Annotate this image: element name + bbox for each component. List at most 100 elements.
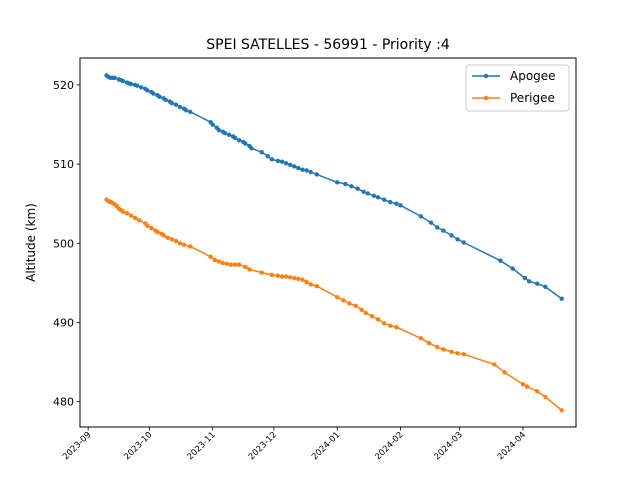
apogee-point <box>365 191 370 196</box>
apogee-point <box>265 153 270 159</box>
series-perigee <box>104 197 564 413</box>
perigee-point <box>243 264 248 270</box>
apogee-point <box>300 167 305 172</box>
apogee-point <box>279 159 285 164</box>
apogee-point <box>526 279 532 284</box>
y-axis: 480 490 500 510 520 <box>53 79 80 409</box>
perigee-point <box>279 274 285 279</box>
apogee-point <box>169 100 175 106</box>
apogee-point <box>232 135 238 141</box>
perigee-point <box>388 323 393 328</box>
perigee-point <box>247 267 252 272</box>
apogee-point <box>418 214 424 219</box>
perigee-point <box>188 244 193 249</box>
series-layer <box>104 73 564 413</box>
perigee-point <box>435 344 440 350</box>
perigee-point <box>269 272 275 278</box>
perigee-point <box>132 215 138 221</box>
x-tick-label: 2023-10 <box>122 430 154 462</box>
perigee-point <box>441 347 446 352</box>
apogee-point <box>449 233 454 238</box>
perigee-point <box>155 230 160 235</box>
perigee-point <box>559 408 564 413</box>
apogee-point <box>216 127 221 133</box>
apogee-point <box>510 266 515 271</box>
perigee-point <box>314 283 319 289</box>
apogee-point <box>151 91 156 96</box>
apogee-point <box>183 108 189 113</box>
perigee-point <box>216 259 221 264</box>
perigee-point <box>304 279 309 285</box>
perigee-point <box>418 336 424 341</box>
perigee-point <box>353 303 358 309</box>
apogee-point <box>188 109 193 115</box>
apogee-point <box>292 164 297 169</box>
x-tick-label: 2024-04 <box>496 430 528 462</box>
apogee-point <box>343 181 348 187</box>
perigee-point <box>165 235 170 240</box>
perigee-point <box>128 213 134 218</box>
y-tick-label: 520 <box>53 79 74 92</box>
y-tick-label: 500 <box>53 237 74 250</box>
apogee-point <box>226 132 232 138</box>
apogee-point <box>128 81 134 87</box>
apogee-point <box>375 195 381 200</box>
apogee-point <box>522 275 528 281</box>
perigee-point <box>543 394 548 400</box>
perigee-line <box>106 199 563 411</box>
apogee-point <box>283 161 289 166</box>
perigee-point <box>283 274 289 279</box>
perigee-point <box>524 384 530 389</box>
perigee-point <box>177 241 183 246</box>
perigee-point <box>120 209 126 214</box>
y-tick-label: 490 <box>53 316 74 329</box>
perigee-point <box>208 254 213 259</box>
apogee-point <box>361 189 366 195</box>
apogee-point <box>455 237 460 242</box>
apogee-point <box>120 78 126 84</box>
perigee-point <box>212 257 217 263</box>
perigee-point <box>296 276 301 282</box>
apogee-point <box>177 104 183 110</box>
legend-marker-perigee <box>483 95 489 101</box>
legend-label-perigee: Perigee <box>510 91 555 105</box>
perigee-point <box>334 294 340 300</box>
apogee-point <box>243 141 248 146</box>
perigee-point <box>308 282 313 287</box>
x-tick-label: 2024-01 <box>310 430 342 462</box>
perigee-point <box>224 261 230 267</box>
perigee-point <box>173 238 179 244</box>
apogee-point <box>543 284 548 290</box>
apogee-point <box>173 102 179 107</box>
perigee-point <box>359 307 364 313</box>
perigee-point <box>381 321 387 326</box>
apogee-point <box>139 85 144 90</box>
perigee-point <box>535 389 540 394</box>
perigee-point <box>341 298 346 303</box>
x-tick-label: 2023-12 <box>247 430 279 462</box>
chart-title: SPEI SATELLES - 56991 - Priority :4 <box>206 37 450 53</box>
apogee-point <box>308 169 313 175</box>
apogee-point <box>441 228 446 233</box>
apogee-point <box>498 258 503 263</box>
perigee-point <box>169 237 175 242</box>
apogee-point <box>381 197 387 202</box>
apogee-point <box>275 158 281 164</box>
apogee-point <box>428 220 434 225</box>
apogee-point <box>112 75 117 81</box>
apogee-point <box>259 150 264 155</box>
apogee-point <box>398 203 403 208</box>
apogee-point <box>559 296 564 301</box>
perigee-point <box>394 325 399 330</box>
y-tick-label: 480 <box>53 396 74 409</box>
apogee-point <box>355 186 360 191</box>
perigee-point <box>492 362 497 367</box>
apogee-point <box>535 281 540 286</box>
apogee-point <box>388 199 393 205</box>
legend: Apogee Perigee <box>465 64 570 112</box>
perigee-point <box>426 340 432 346</box>
apogee-point <box>394 201 399 206</box>
perigee-point <box>161 233 166 238</box>
perigee-point <box>237 262 242 267</box>
